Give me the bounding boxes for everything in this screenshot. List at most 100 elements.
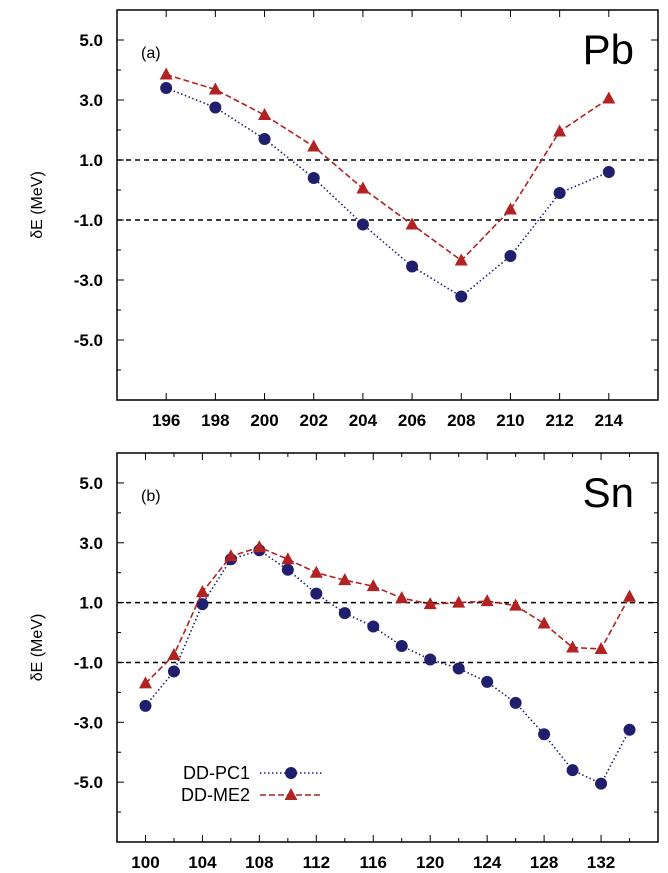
legend-marker bbox=[285, 767, 297, 779]
x-tick-label: 124 bbox=[473, 853, 502, 872]
plot-frame bbox=[116, 9, 659, 401]
data-point bbox=[224, 549, 238, 562]
y-tick-label: -5.0 bbox=[74, 773, 103, 792]
y-tick-label: 1.0 bbox=[79, 594, 103, 613]
element-label: Pb bbox=[583, 26, 634, 73]
x-tick-label: 120 bbox=[416, 853, 444, 872]
data-point bbox=[208, 82, 222, 95]
data-point bbox=[452, 595, 466, 608]
data-point bbox=[406, 260, 419, 273]
data-point bbox=[566, 764, 579, 777]
data-point bbox=[307, 172, 320, 184]
data-point bbox=[481, 675, 494, 688]
panel-label: (b) bbox=[141, 488, 161, 505]
x-tick-label: 204 bbox=[349, 411, 378, 430]
x-tick-label: 208 bbox=[447, 411, 475, 430]
y-tick-label: 5.0 bbox=[79, 474, 103, 493]
series-line bbox=[165, 87, 610, 298]
data-point bbox=[480, 594, 494, 607]
y-tick-label: 3.0 bbox=[79, 534, 103, 553]
data-point bbox=[258, 133, 271, 145]
series-dd-pc1 bbox=[160, 82, 615, 303]
x-tick-label: 112 bbox=[303, 853, 330, 872]
plot-frame bbox=[116, 452, 659, 843]
series-line bbox=[165, 73, 610, 262]
y-tick-label: -5.0 bbox=[74, 331, 103, 350]
y-axis-label: δE (MeV) bbox=[29, 171, 46, 239]
x-tick-label: 132 bbox=[587, 853, 615, 872]
legend-marker bbox=[284, 788, 298, 800]
data-point bbox=[509, 598, 523, 611]
data-point bbox=[455, 290, 468, 303]
data-point bbox=[623, 723, 636, 736]
data-point bbox=[252, 540, 266, 553]
data-point bbox=[623, 589, 637, 602]
x-tick-label: 196 bbox=[152, 411, 180, 430]
data-point bbox=[281, 552, 295, 565]
y-tick-label: -3.0 bbox=[74, 271, 103, 290]
y-tick-label: -1.0 bbox=[74, 653, 103, 672]
data-point bbox=[159, 67, 173, 80]
data-point bbox=[553, 124, 567, 137]
y-tick-label: -1.0 bbox=[74, 211, 103, 230]
x-tick-label: 116 bbox=[360, 853, 387, 872]
panel-label: (a) bbox=[141, 45, 161, 62]
data-point bbox=[258, 108, 272, 120]
data-point bbox=[138, 676, 152, 689]
y-tick-label: -3.0 bbox=[74, 713, 103, 732]
data-point bbox=[424, 653, 437, 666]
data-point bbox=[167, 665, 180, 678]
data-point bbox=[307, 139, 321, 152]
legend-label: DD-PC1 bbox=[183, 763, 250, 783]
data-point bbox=[209, 101, 222, 114]
x-tick-label: 108 bbox=[245, 853, 273, 872]
x-tick-label: 198 bbox=[201, 411, 229, 430]
data-point bbox=[454, 253, 468, 266]
y-axis-label: δE (MeV) bbox=[29, 614, 46, 682]
x-tick-label: 200 bbox=[250, 411, 278, 430]
x-tick-label: 100 bbox=[131, 853, 159, 872]
data-point bbox=[509, 696, 522, 709]
data-point bbox=[566, 640, 580, 653]
series-line bbox=[144, 549, 631, 785]
data-point bbox=[356, 181, 370, 194]
data-point bbox=[503, 202, 517, 215]
data-point bbox=[167, 647, 181, 660]
data-point bbox=[423, 597, 437, 610]
x-tick-label: 104 bbox=[188, 853, 217, 872]
series-dd-me2 bbox=[159, 67, 616, 266]
x-tick-label: 214 bbox=[595, 411, 624, 430]
series-dd-me2 bbox=[138, 540, 637, 689]
data-point bbox=[310, 587, 323, 600]
x-tick-label: 212 bbox=[545, 411, 573, 430]
data-point bbox=[356, 218, 369, 231]
series-dd-pc1 bbox=[139, 544, 636, 790]
data-point bbox=[160, 82, 173, 94]
data-point bbox=[405, 217, 419, 230]
data-point bbox=[366, 579, 380, 592]
data-point bbox=[553, 187, 566, 199]
data-point bbox=[537, 616, 551, 629]
x-tick-label: 206 bbox=[398, 411, 426, 430]
data-point bbox=[367, 620, 380, 633]
data-point bbox=[504, 250, 517, 262]
data-point bbox=[452, 662, 465, 675]
data-point bbox=[309, 565, 323, 578]
data-point bbox=[139, 699, 152, 712]
data-point bbox=[195, 585, 209, 598]
panel-a: 5.0 3.0 1.0 -1.0 -3.0 -5.0 196 198 200 202 204 206 2… bbox=[29, 9, 659, 430]
y-tick-label: 3.0 bbox=[79, 91, 103, 110]
data-point bbox=[538, 728, 551, 741]
data-point bbox=[196, 598, 209, 611]
element-label: Sn bbox=[583, 469, 634, 516]
x-tick-label: 202 bbox=[300, 411, 328, 430]
data-point bbox=[602, 166, 615, 178]
x-tick-label: 128 bbox=[530, 853, 558, 872]
y-tick-label: 1.0 bbox=[79, 151, 103, 170]
data-point bbox=[338, 607, 351, 620]
x-tick-label: 210 bbox=[496, 411, 524, 430]
data-point bbox=[595, 777, 608, 790]
y-tick-label: 5.0 bbox=[79, 31, 103, 50]
